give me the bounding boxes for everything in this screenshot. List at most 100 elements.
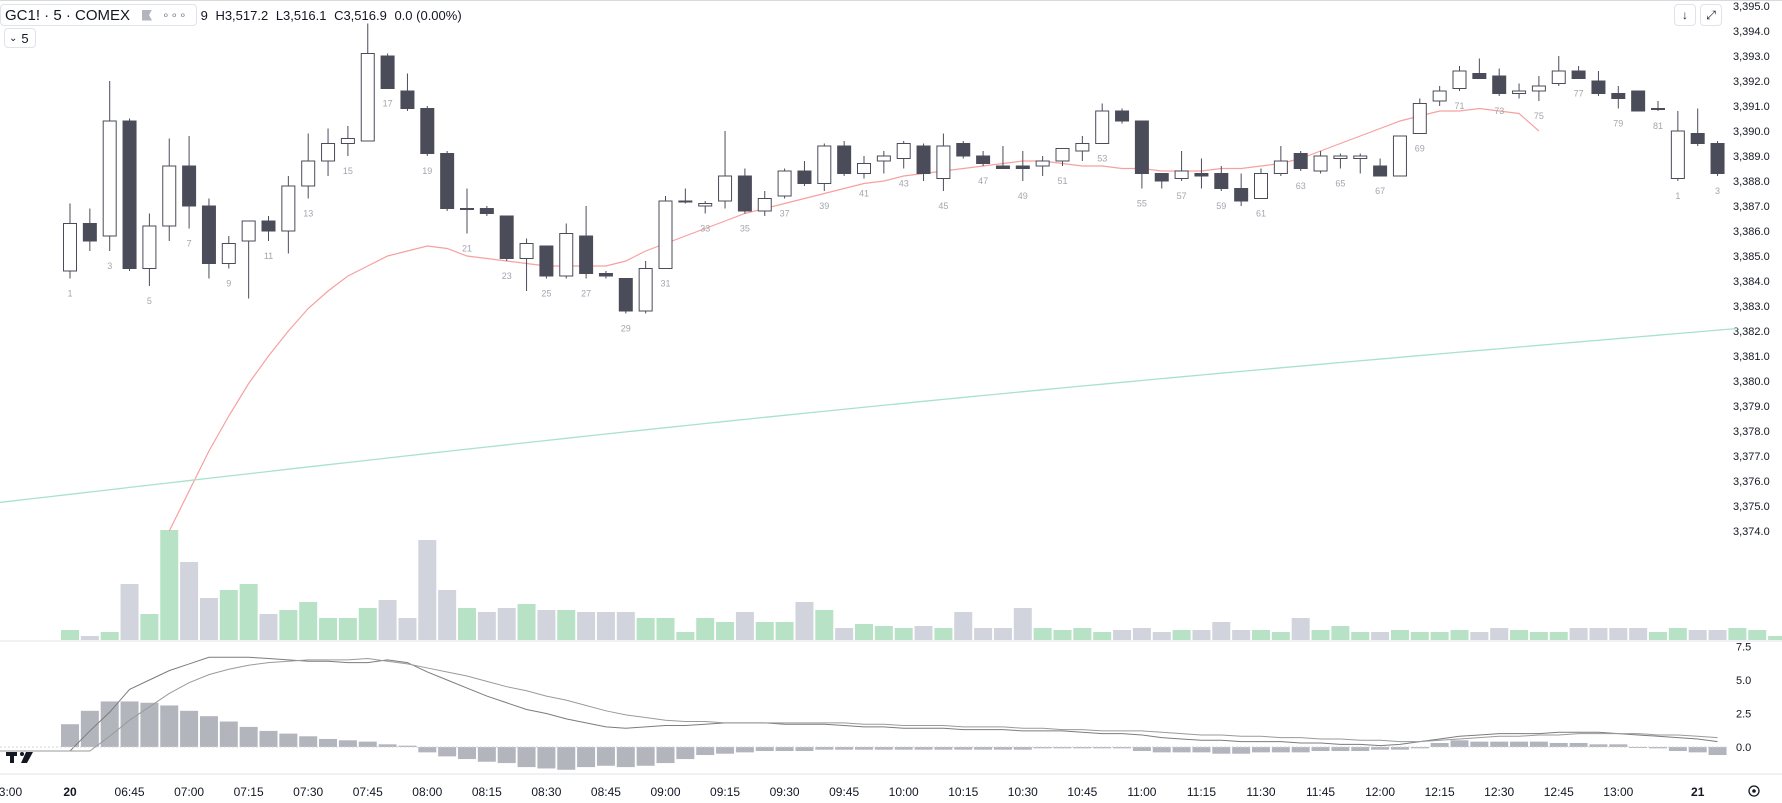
candle-body (1670, 130, 1685, 179)
volume-bar (557, 610, 576, 640)
candle-body (1412, 103, 1427, 134)
candle-body (321, 143, 336, 162)
chart-legend: GC1! · 5 · COMEX ∘∘∘ 9 H3,517.2 L3,516.1… (0, 4, 466, 26)
bar-number-label: 75 (1534, 111, 1544, 121)
volume-bar (577, 612, 596, 640)
bar-number-label: 3 (1715, 186, 1720, 196)
symbol-box[interactable]: GC1! · 5 · COMEX ∘∘∘ (0, 4, 197, 26)
volume-bar (358, 608, 377, 640)
tradingview-logo-icon[interactable] (6, 752, 33, 763)
volume-bar (497, 608, 516, 640)
time-axis-label: 08:45 (591, 785, 621, 799)
volume-bar (1589, 628, 1608, 640)
macd-histogram-bar (1529, 741, 1548, 747)
candle-body (499, 215, 514, 259)
volume-bar (1629, 628, 1648, 640)
price-axis-label: 3,391.0 (1733, 101, 1770, 113)
volume-bar (219, 590, 238, 640)
bar-number-label: 27 (581, 289, 591, 299)
volume-bar (1609, 628, 1628, 640)
macd-histogram-bar (517, 747, 536, 768)
price-axis-label: 3,385.0 (1733, 251, 1770, 263)
price-axis-label: 3,388.0 (1733, 176, 1770, 188)
download-button[interactable]: ↓ (1674, 4, 1696, 26)
price-axis-label: 3,379.0 (1733, 401, 1770, 413)
volume-bar (656, 618, 675, 640)
macd-histogram-bar (1172, 747, 1191, 753)
macd-histogram-bar (100, 701, 119, 747)
volume-bar (954, 612, 973, 640)
price-axis-label: 3,392.0 (1733, 76, 1770, 88)
price-axis-label: 3,382.0 (1733, 326, 1770, 338)
macd-histogram-bar (1113, 747, 1132, 749)
candle-body (1254, 173, 1268, 199)
price-axis-label: 3,383.0 (1733, 301, 1770, 313)
price-axis-label: 3,375.0 (1733, 501, 1770, 513)
time-axis-label: 20 (63, 785, 77, 799)
price-axis-label: 3,394.0 (1733, 26, 1770, 38)
candle-body (1631, 90, 1646, 112)
candle-body (281, 185, 296, 232)
macd-histogram-bar (239, 726, 258, 747)
volume-bar (279, 610, 298, 640)
macd-histogram-bar (1033, 747, 1052, 749)
price-axis-label: 3,374.0 (1733, 526, 1770, 538)
interval-button[interactable]: ⌄ 5 (4, 28, 36, 48)
candle-body (1293, 153, 1308, 169)
macd-histogram-bar (477, 747, 496, 762)
candle-body (420, 108, 435, 154)
volume-bar (835, 628, 854, 640)
macd-histogram-bar (835, 747, 854, 750)
macd-histogram-bar (656, 747, 675, 764)
ohlc-values: 9 H3,517.2 L3,516.1 C3,516.9 0.0 (0.00%) (201, 8, 466, 23)
volume-bar (1331, 626, 1350, 640)
time-axis-label: 12:15 (1425, 785, 1455, 799)
bar-number-label: 49 (1018, 191, 1028, 201)
macd-histogram-bar (1609, 744, 1628, 747)
bar-number-label: 65 (1335, 179, 1345, 189)
volume-bar (438, 590, 457, 640)
volume-bar (398, 618, 417, 640)
candle-body (1333, 155, 1348, 159)
bar-number-label: 47 (978, 176, 988, 186)
macd-histogram-bar (1410, 747, 1429, 749)
more-options-icon[interactable]: ∘∘∘ (162, 8, 188, 22)
macd-histogram-bar (219, 721, 238, 747)
fullscreen-button[interactable]: ⤢ (1700, 4, 1722, 26)
bar-number-label: 23 (502, 271, 512, 281)
volume-bar (1013, 608, 1032, 640)
bar-number-label: 69 (1415, 144, 1425, 154)
volume-bar (160, 530, 179, 640)
bar-number-label: 25 (541, 289, 551, 299)
volume-bar (855, 624, 873, 640)
macd-histogram-bar (1430, 742, 1449, 747)
candle-body (519, 243, 534, 259)
macd-histogram-bar (80, 710, 99, 747)
volume-bar (1212, 622, 1231, 640)
volume-bar (775, 622, 794, 640)
candle-body (995, 165, 1010, 169)
candle-body (1551, 70, 1566, 84)
time-axis-label: 07:00 (174, 785, 204, 799)
volume-bar (1351, 632, 1370, 640)
macd-histogram-bar (974, 747, 993, 750)
flag-icon[interactable] (142, 9, 153, 21)
bar-number-label: 35 (740, 224, 750, 234)
macd-histogram-bar (954, 747, 973, 750)
bar-number-label: 61 (1256, 209, 1266, 219)
candle-body (1591, 80, 1606, 94)
candle-body (857, 163, 871, 174)
candle-body (1174, 170, 1189, 179)
macd-histogram-bar (577, 747, 596, 768)
candle-body (1690, 133, 1705, 144)
price-axis-label: 3,386.0 (1733, 226, 1770, 238)
candle-body (1611, 93, 1626, 99)
symbol-label: GC1! · 5 · COMEX (5, 6, 131, 24)
candle-body (301, 160, 316, 187)
time-axis-label: 3:00 (0, 785, 22, 799)
settings-gear-icon[interactable] (1748, 785, 1760, 797)
volume-bar (1271, 632, 1290, 640)
macd-histogram-bar (596, 747, 615, 766)
macd-histogram-bar (1470, 741, 1489, 747)
